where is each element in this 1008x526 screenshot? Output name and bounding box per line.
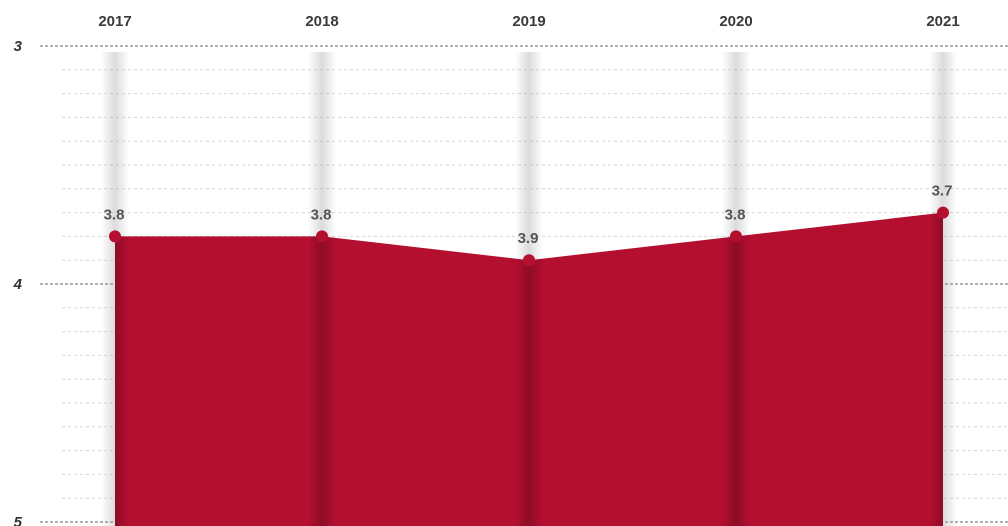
- y-tick-label: 5: [14, 514, 23, 526]
- data-point: [316, 230, 328, 243]
- area-shade: [722, 212, 750, 526]
- data-point: [730, 230, 742, 243]
- x-axis-ticks: 2017 2018 2019 2020 2021: [98, 13, 959, 30]
- y-tick-label: 3: [14, 38, 23, 55]
- x-tick-label: 2017: [98, 13, 131, 30]
- y-tick-label: 4: [13, 276, 23, 293]
- area-shade: [115, 212, 129, 526]
- x-tick-label: 2019: [512, 13, 545, 30]
- data-labels: 3.8 3.8 3.9 3.8 3.7: [104, 183, 953, 248]
- data-label: 3.8: [311, 206, 332, 223]
- y-axis-ticks: 3 4 5: [13, 38, 23, 526]
- data-markers: [109, 206, 949, 267]
- x-tick-label: 2018: [305, 13, 338, 30]
- data-label: 3.9: [518, 230, 539, 247]
- data-point: [109, 230, 121, 243]
- data-point: [937, 206, 949, 219]
- x-tick-label: 2020: [719, 13, 752, 30]
- data-label: 3.8: [104, 206, 125, 223]
- data-label: 3.8: [725, 206, 746, 223]
- area-shade: [308, 212, 336, 526]
- x-tick-label: 2021: [926, 13, 959, 30]
- area-shade: [929, 212, 943, 526]
- data-point: [523, 254, 535, 267]
- data-label: 3.7: [932, 183, 953, 200]
